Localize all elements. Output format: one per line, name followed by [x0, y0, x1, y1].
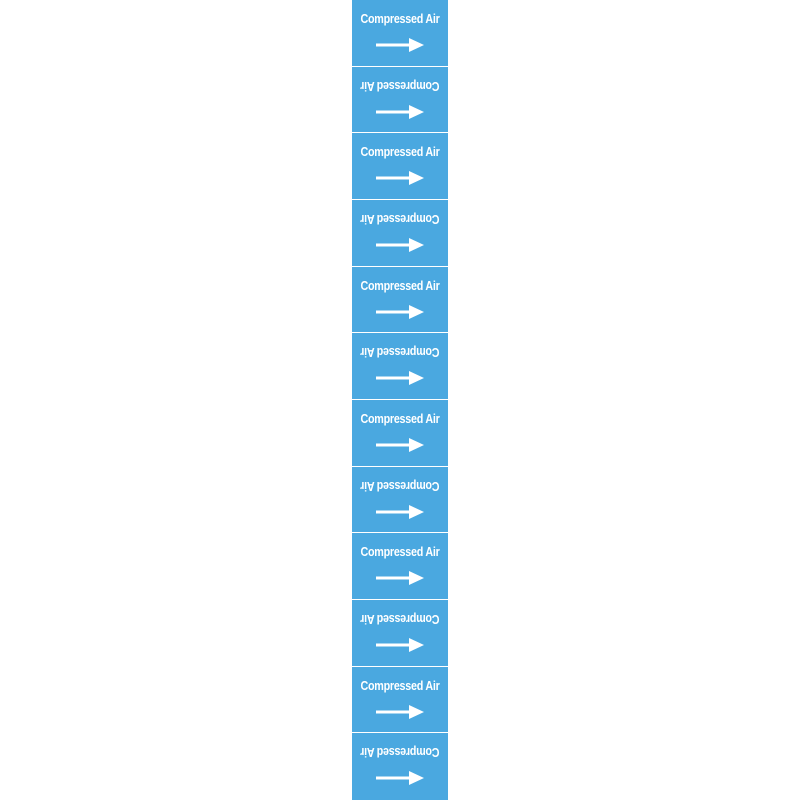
- pipe-marker-segment: Compressed Air: [352, 133, 448, 200]
- marker-label: Compressed Air: [360, 78, 440, 93]
- arrow-right-icon: [376, 38, 424, 52]
- marker-label: Compressed Air: [360, 545, 440, 560]
- marker-label: Compressed Air: [360, 478, 440, 493]
- pipe-marker-segment: Compressed Air: [352, 333, 448, 400]
- pipe-marker-segment: Compressed Air: [352, 467, 448, 534]
- arrow-right-icon: [376, 371, 424, 386]
- marker-label: Compressed Air: [360, 12, 440, 26]
- pipe-marker-segment: Compressed Air: [352, 533, 448, 600]
- arrow-right-icon: [376, 504, 424, 519]
- pipe-marker-strip: Compressed Air Compressed Air Compressed…: [352, 0, 448, 800]
- marker-label: Compressed Air: [360, 611, 440, 626]
- marker-label: Compressed Air: [360, 145, 440, 160]
- pipe-marker-segment: Compressed Air: [352, 733, 448, 800]
- arrow-right-icon: [376, 637, 424, 652]
- arrow-right-icon: [376, 571, 424, 586]
- pipe-marker-segment: Compressed Air: [352, 400, 448, 467]
- marker-label: Compressed Air: [360, 345, 440, 360]
- marker-label: Compressed Air: [360, 678, 440, 693]
- arrow-right-icon: [376, 237, 424, 252]
- arrow-right-icon: [376, 771, 424, 786]
- pipe-marker-segment: Compressed Air: [352, 200, 448, 267]
- marker-label: Compressed Air: [360, 411, 440, 426]
- pipe-marker-segment: Compressed Air: [352, 267, 448, 334]
- marker-label: Compressed Air: [360, 278, 440, 293]
- arrow-right-icon: [376, 304, 424, 319]
- pipe-marker-segment: Compressed Air: [352, 67, 448, 134]
- arrow-right-icon: [376, 171, 424, 186]
- pipe-marker-segment: Compressed Air: [352, 667, 448, 734]
- arrow-right-icon: [376, 104, 424, 119]
- arrow-right-icon: [376, 704, 424, 719]
- pipe-marker-segment: Compressed Air: [352, 0, 448, 67]
- marker-label: Compressed Air: [360, 745, 440, 760]
- arrow-right-icon: [376, 437, 424, 452]
- pipe-marker-segment: Compressed Air: [352, 600, 448, 667]
- marker-label: Compressed Air: [360, 211, 440, 226]
